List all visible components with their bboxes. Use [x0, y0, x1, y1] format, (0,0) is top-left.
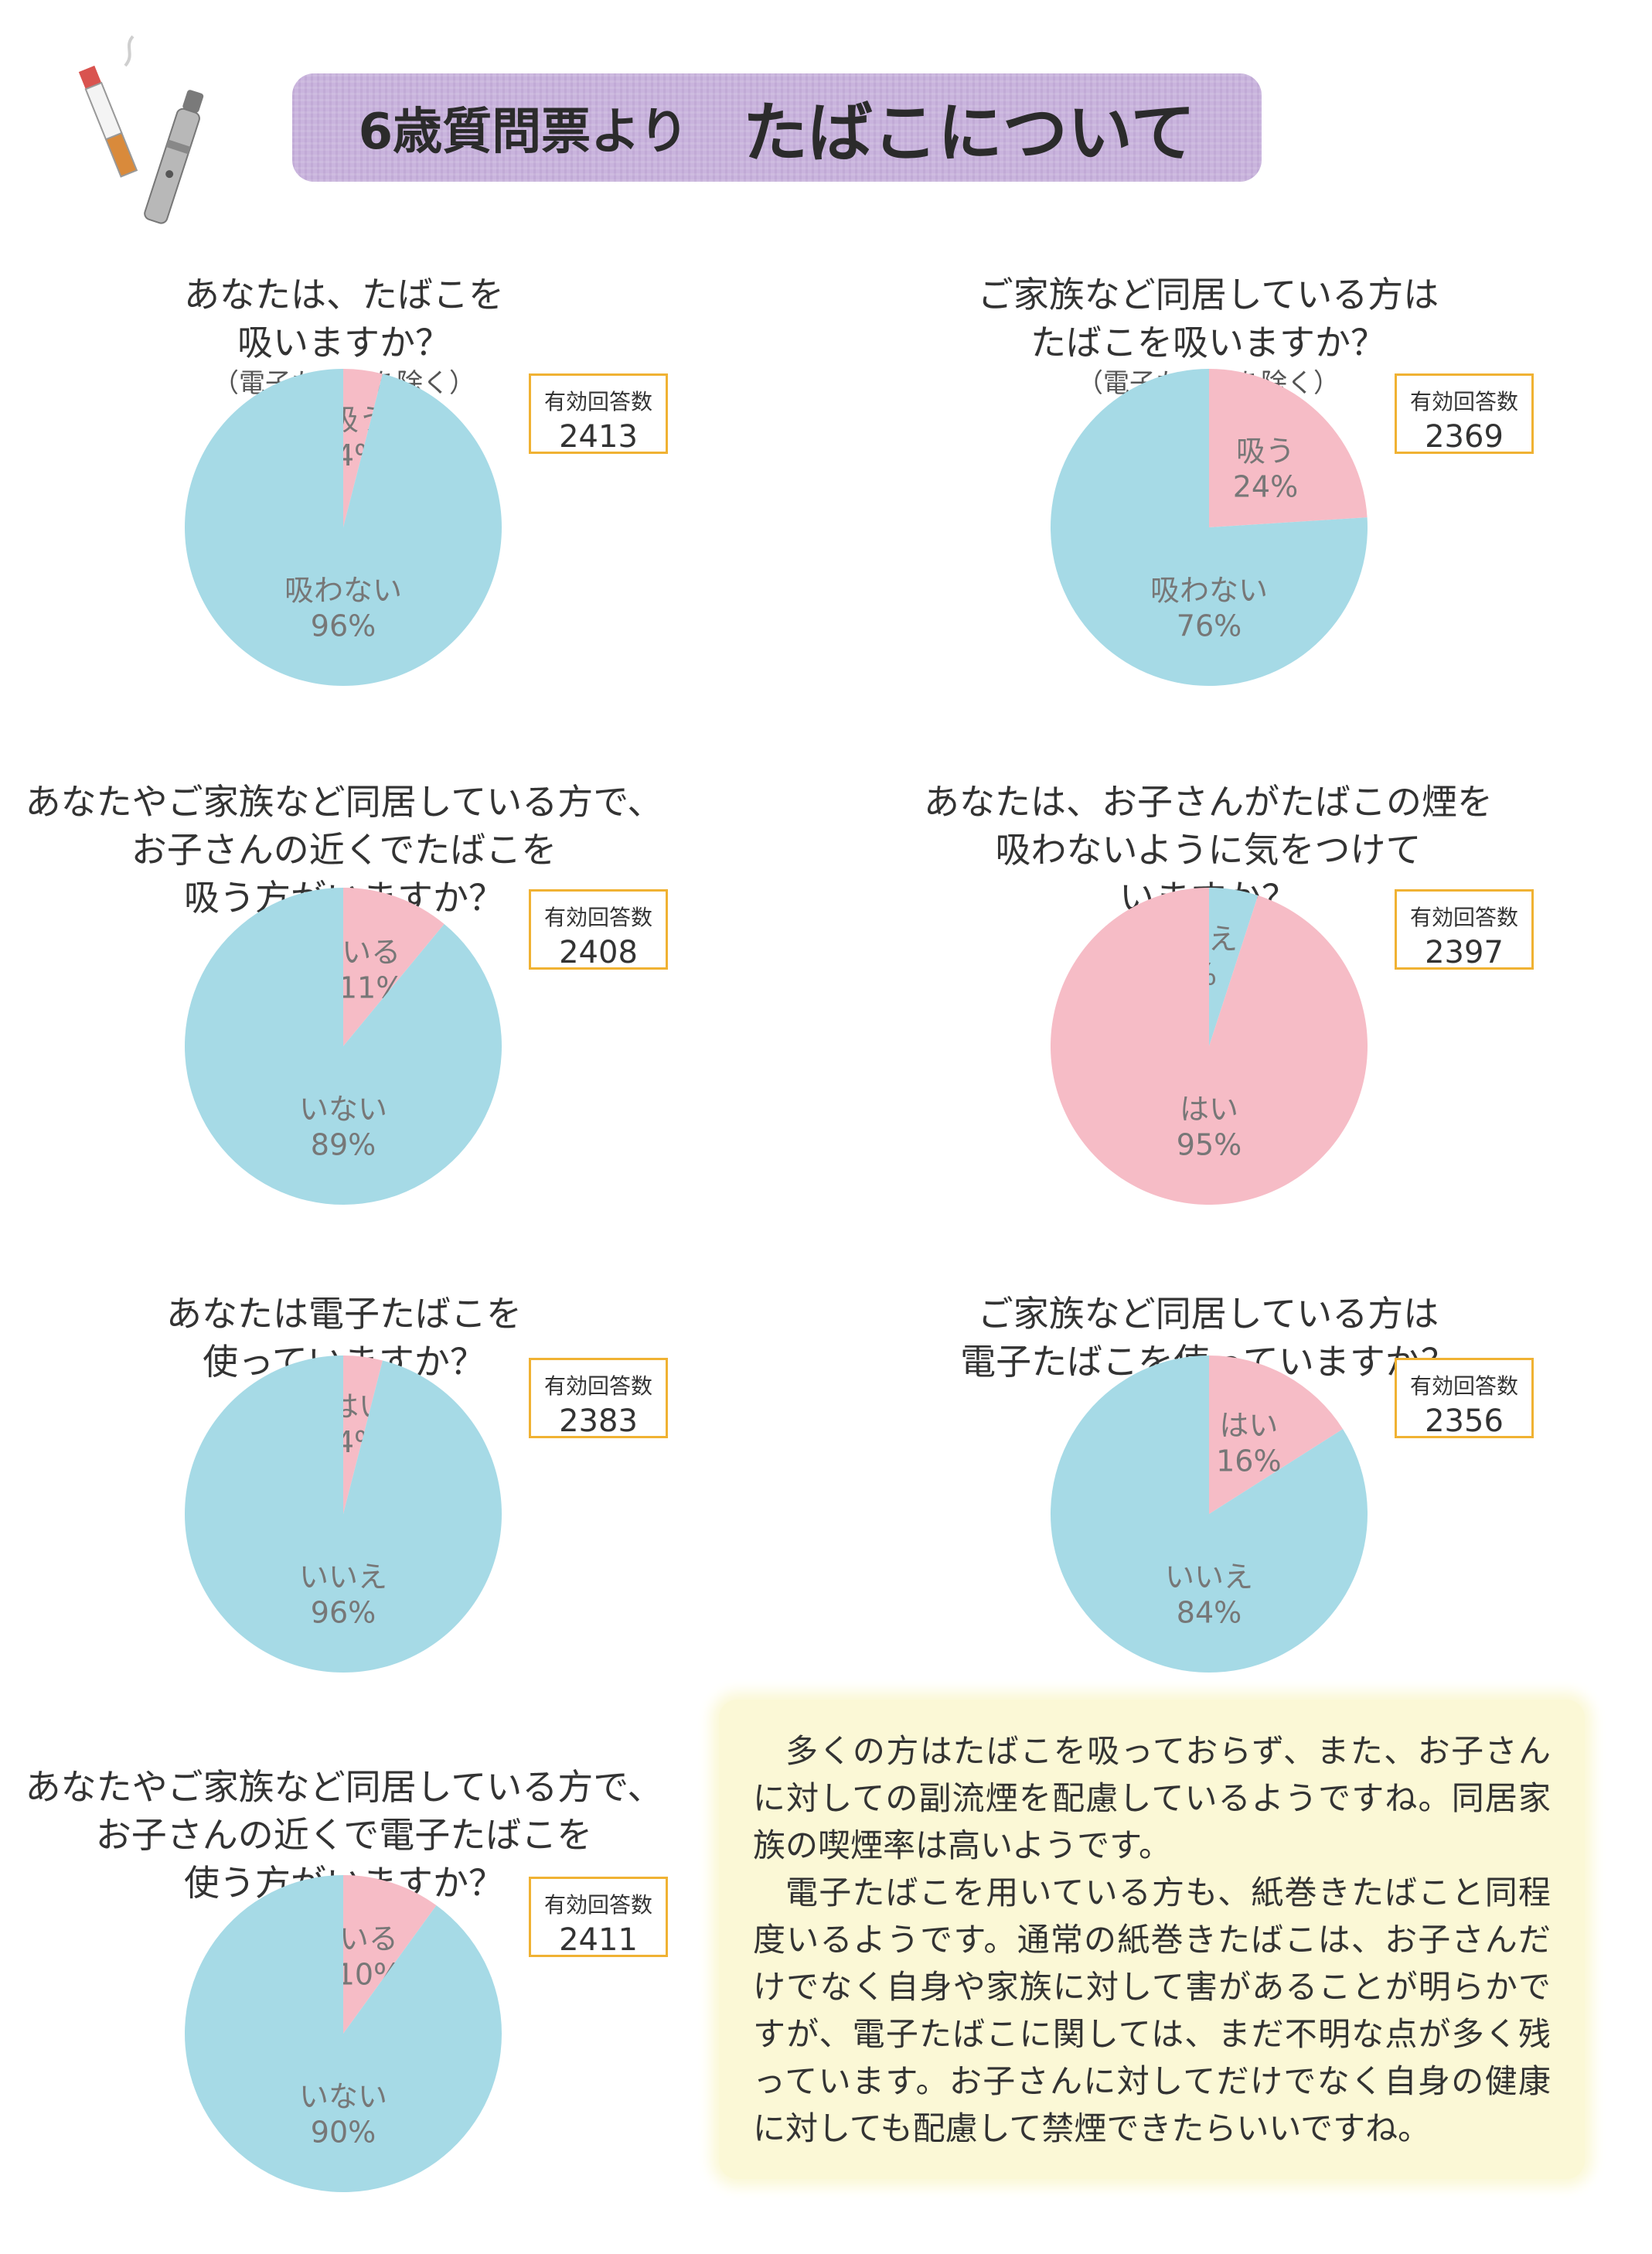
response-count-value: 2369: [1425, 419, 1504, 455]
slice-label: いない: [299, 2080, 387, 2114]
pie-slice: [185, 1355, 502, 1673]
banner-title: たばこについて: [742, 94, 1196, 171]
slice-label: はい: [1180, 1093, 1238, 1127]
slice-label: はい: [329, 1390, 388, 1424]
response-count-value: 2397: [1425, 935, 1504, 970]
question-1-text: あなたは、たばこを 吸いますか？: [184, 274, 504, 363]
slice-percent: 24%: [1233, 469, 1298, 503]
slice-label: いる: [339, 1922, 398, 1956]
response-count-label: 有効回答数: [1409, 1373, 1518, 1399]
slice-label: 吸わない: [284, 574, 402, 608]
slice-percent: 96%: [311, 1596, 376, 1630]
response-count-label: 有効回答数: [543, 1892, 652, 1918]
pie-slice: [1051, 888, 1368, 1205]
slice-percent: 90%: [311, 2116, 376, 2150]
response-count-value: 2411: [559, 1922, 638, 1958]
slice-label: はい: [1219, 1409, 1278, 1443]
banner-subtitle: 6歳質問票より: [358, 104, 689, 161]
slice-percent: 84%: [1177, 1596, 1242, 1630]
slice-percent: 95%: [1177, 1128, 1242, 1162]
response-count-label: 有効回答数: [1409, 389, 1518, 414]
response-count-label: 有効回答数: [1409, 905, 1518, 930]
slice-percent: 10%: [336, 1958, 401, 1992]
slice-label: いいえ: [1165, 1560, 1253, 1594]
response-count-box-6: 有効回答数 2356: [1395, 1358, 1534, 1439]
response-count-box-3: 有効回答数 2408: [529, 889, 668, 970]
response-count-box-4: 有効回答数 2397: [1395, 889, 1534, 970]
response-count-box-7: 有効回答数 2411: [529, 1877, 668, 1958]
comment-box: 多くの方はたばこを吸っておらず、また、お子さんに対しての副流煙を配慮しているよう…: [719, 1700, 1585, 2179]
question-5-text: あなたは電子たばこを 使っていますか？: [166, 1293, 522, 1383]
slice-percent: 11%: [339, 971, 404, 1005]
response-count-box-1: 有効回答数 2413: [529, 373, 668, 455]
question-7-text: あなたやご家族など同居している方で、 お子さんの近くで電子たばこを 使う方がいま…: [25, 1766, 663, 1904]
response-count-label: 有効回答数: [543, 1373, 652, 1399]
response-count-value: 2356: [1425, 1403, 1504, 1439]
question-7: あなたやご家族など同居している方で、 お子さんの近くで電子たばこを 使う方がいま…: [0, 1715, 754, 1907]
response-count-box-2: 有効回答数 2369: [1395, 373, 1534, 455]
comment-paragraph-2: 電子たばこを用いている方も、紙巻きたばこと同程度いるようです。通常の紙巻きたばこ…: [753, 1874, 1551, 2147]
slice-label: いる: [342, 936, 400, 970]
slice-percent: 5%: [1170, 958, 1217, 992]
response-count-box-5: 有効回答数 2383: [529, 1358, 668, 1439]
response-count-value: 2408: [559, 935, 638, 970]
response-count-value: 2383: [559, 1403, 638, 1439]
response-count-label: 有効回答数: [543, 905, 652, 930]
pie-slice: [1051, 1355, 1368, 1673]
pie-slice: [184, 1875, 502, 2192]
slice-percent: 4%: [336, 1425, 382, 1459]
slice-label: いいえ: [299, 1560, 387, 1594]
slice-label: 吸わない: [1150, 574, 1268, 608]
comment-paragraph-1: 多くの方はたばこを吸っておらず、また、お子さんに対しての副流煙を配慮しているよう…: [753, 1732, 1551, 1864]
slice-label: いいえ: [1150, 922, 1238, 957]
pie-slice: [184, 888, 502, 1205]
question-2-text: ご家族など同居している方は たばこを吸いますか？: [977, 274, 1439, 363]
response-count-value: 2413: [559, 419, 638, 455]
slice-percent: 96%: [311, 609, 376, 643]
slice-percent: 89%: [311, 1128, 376, 1162]
slice-percent: 76%: [1177, 609, 1242, 643]
slice-label: いない: [299, 1093, 387, 1127]
cigarette-and-e-cigarette-icon: [78, 35, 204, 224]
title-banner: 6歳質問票より たばこについて: [292, 73, 1262, 182]
response-count-label: 有効回答数: [543, 389, 652, 414]
slice-percent: 16%: [1216, 1444, 1281, 1478]
question-6-text: ご家族など同居している方は 電子たばこを使っていますか？: [960, 1293, 1456, 1383]
